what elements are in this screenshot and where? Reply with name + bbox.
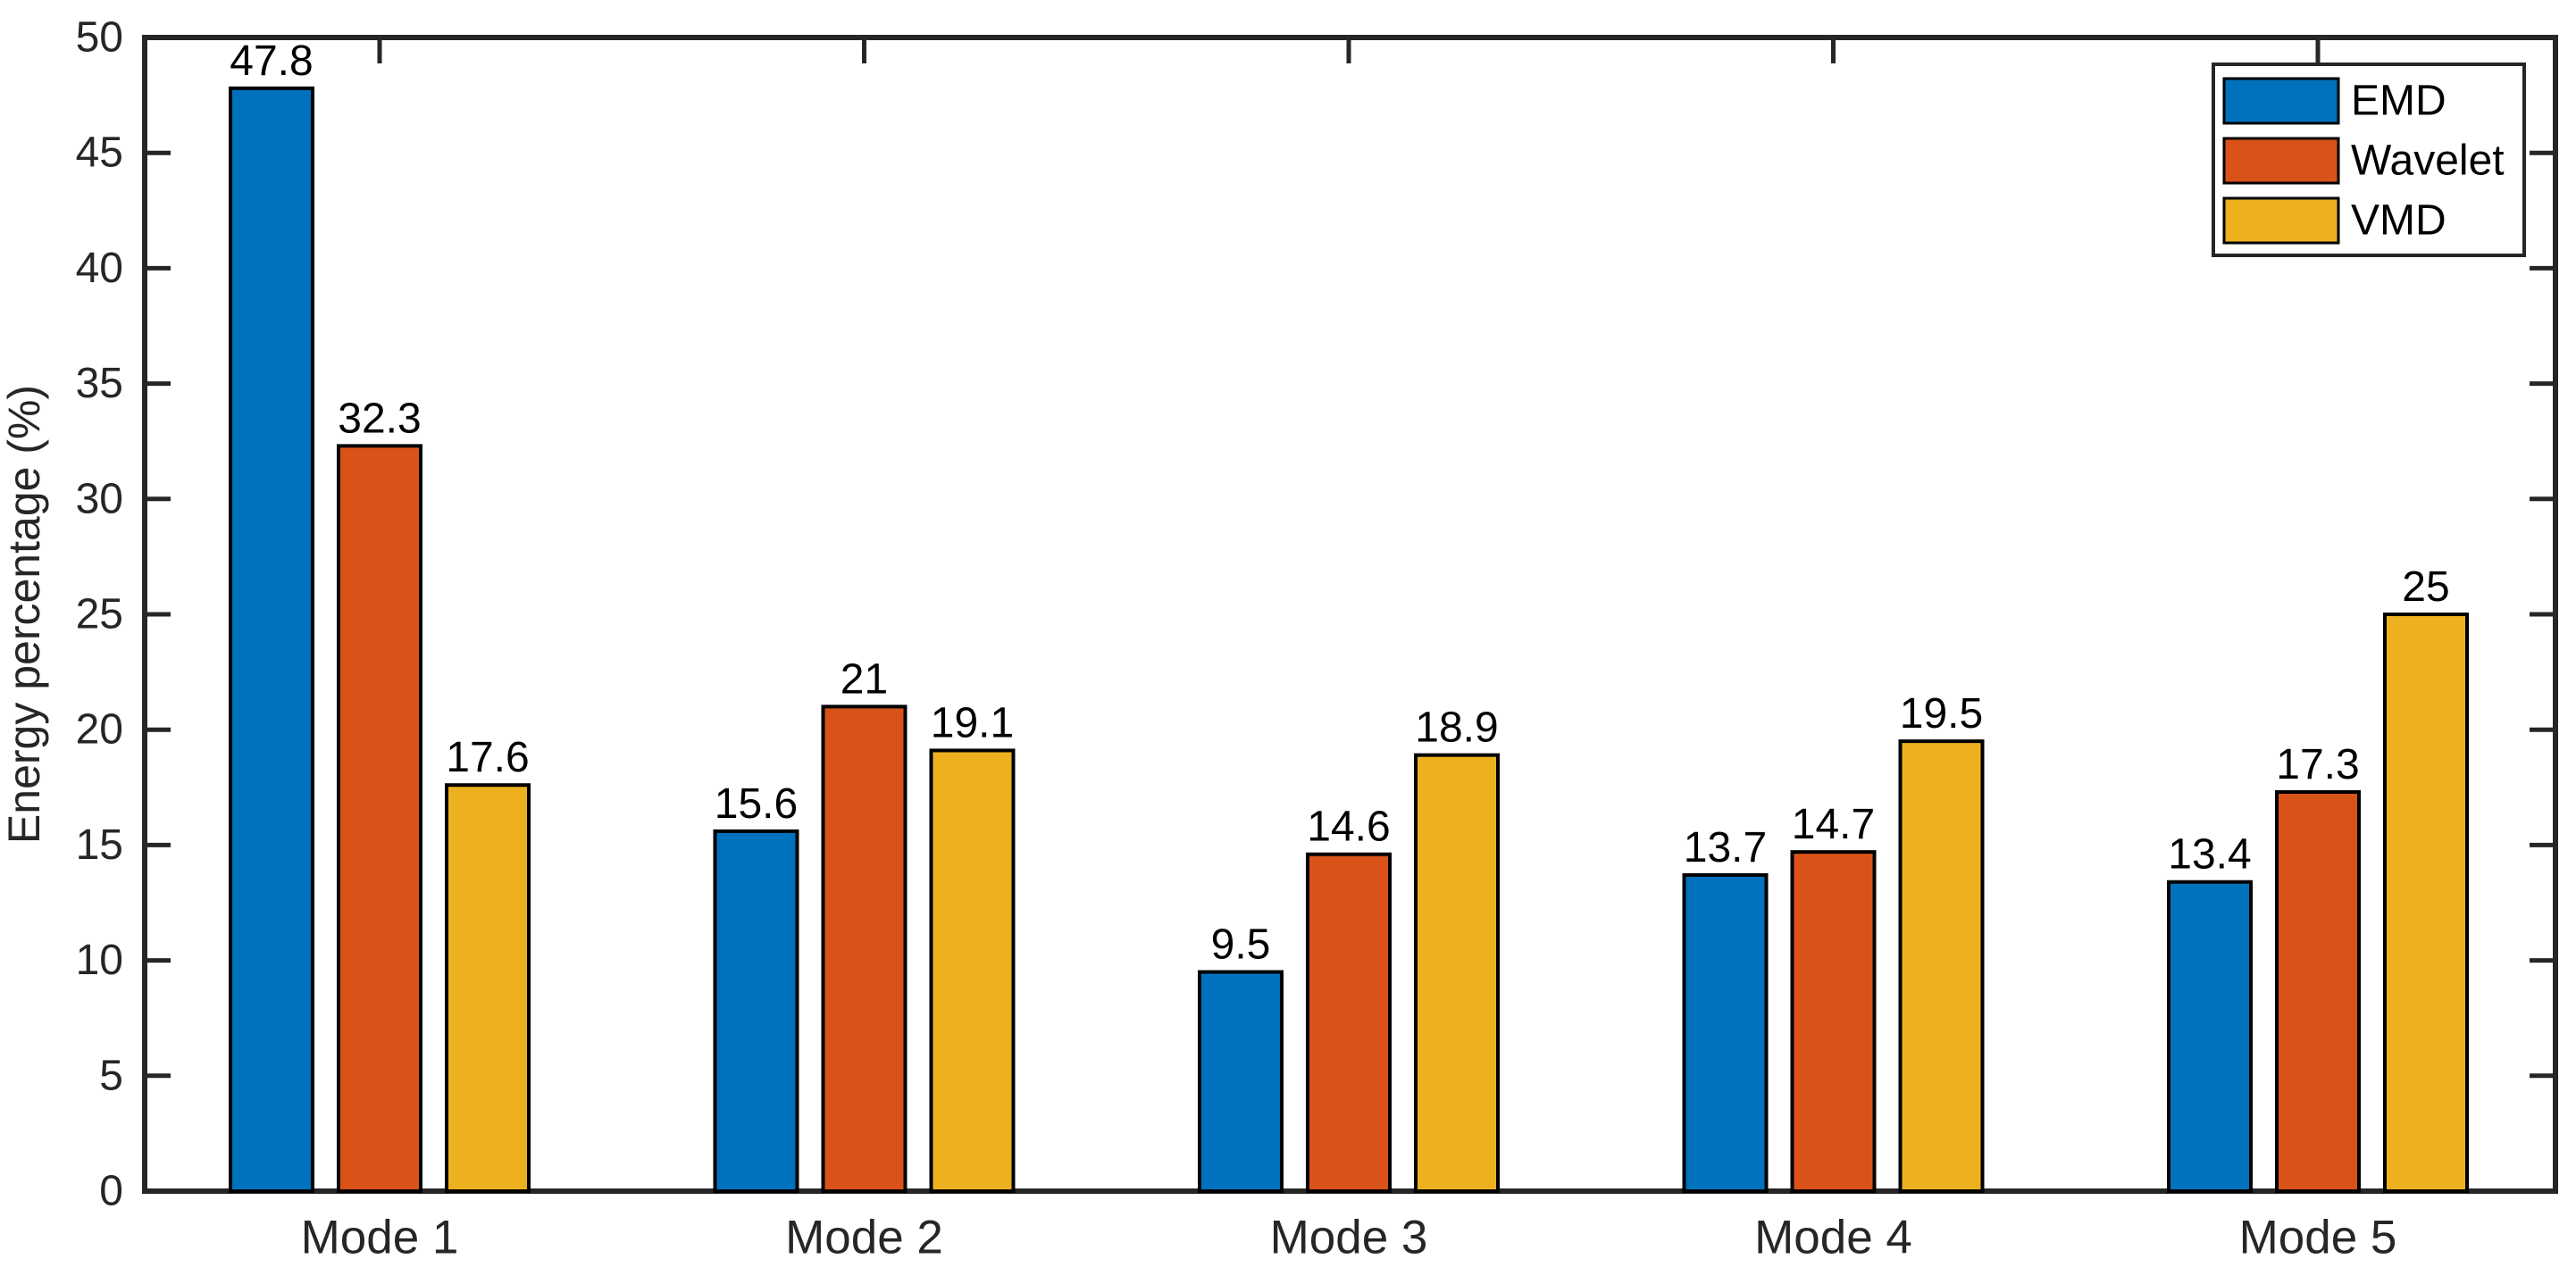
legend-swatch-emd (2222, 77, 2340, 125)
bar-vmd-mode-1 (445, 783, 531, 1193)
y-tick-label: 0 (99, 1168, 123, 1215)
bar-value-label: 17.3 (2276, 741, 2359, 788)
bar-vmd-mode-4 (1898, 739, 1985, 1193)
x-tick-label: Mode 1 (301, 1212, 459, 1264)
bar-value-label: 32.3 (338, 395, 421, 442)
bar-wavelet-mode-2 (821, 705, 907, 1193)
bar-value-label: 19.5 (1900, 690, 1983, 738)
legend-swatch-vmd (2222, 196, 2340, 245)
bar-value-label: 17.6 (446, 734, 529, 781)
y-tick-label: 45 (76, 129, 123, 177)
y-tick-label: 15 (76, 821, 123, 869)
bar-value-label: 18.9 (1415, 705, 1498, 752)
legend-swatch-wavelet (2222, 137, 2340, 185)
bar-emd-mode-4 (1682, 872, 1769, 1193)
y-axis-label: Energy percentage (%) (0, 385, 49, 844)
bar-vmd-mode-5 (2383, 613, 2469, 1193)
bar-value-label: 25 (2402, 563, 2449, 611)
y-tick-label: 25 (76, 591, 123, 638)
bar-value-label: 13.4 (2168, 831, 2251, 879)
bar-emd-mode-2 (713, 829, 799, 1193)
bar-value-label: 14.6 (1307, 804, 1390, 851)
bar-wavelet-mode-4 (1790, 850, 1877, 1193)
bar-value-label: 13.7 (1684, 824, 1767, 871)
y-tick-label: 40 (76, 245, 123, 292)
legend: EMD Wavelet VMD (2212, 63, 2526, 257)
bar-vmd-mode-3 (1414, 753, 1500, 1194)
legend-label-emd: EMD (2351, 78, 2446, 125)
bar-value-label: 21 (841, 655, 888, 703)
bar-emd-mode-5 (2167, 880, 2253, 1194)
y-tick-label: 20 (76, 706, 123, 754)
bar-wavelet-mode-1 (337, 444, 422, 1194)
bar-vmd-mode-2 (929, 748, 1016, 1193)
x-tick-label: Mode 3 (1270, 1212, 1428, 1264)
y-tick-label: 10 (76, 937, 123, 984)
x-tick-label: Mode 2 (785, 1212, 943, 1264)
bar-wavelet-mode-5 (2275, 789, 2361, 1194)
bar-value-label: 14.7 (1792, 801, 1875, 848)
x-tick-label: Mode 4 (1754, 1212, 1912, 1264)
x-tick-label: Mode 5 (2239, 1212, 2397, 1264)
y-tick-label: 35 (76, 360, 123, 407)
bar-value-label: 47.8 (230, 38, 313, 85)
bar-emd-mode-3 (1198, 970, 1284, 1194)
y-tick-label: 5 (99, 1052, 123, 1099)
bar-value-label: 9.5 (1211, 921, 1271, 969)
bar-value-label: 19.1 (931, 699, 1014, 746)
bar-wavelet-mode-3 (1306, 852, 1392, 1194)
bar-emd-mode-1 (229, 86, 314, 1193)
y-tick-label: 50 (76, 14, 123, 62)
legend-label-vmd: VMD (2351, 197, 2446, 245)
bar-value-label: 15.6 (715, 780, 798, 828)
legend-label-wavelet: Wavelet (2351, 138, 2505, 185)
y-tick-label: 30 (76, 475, 123, 522)
